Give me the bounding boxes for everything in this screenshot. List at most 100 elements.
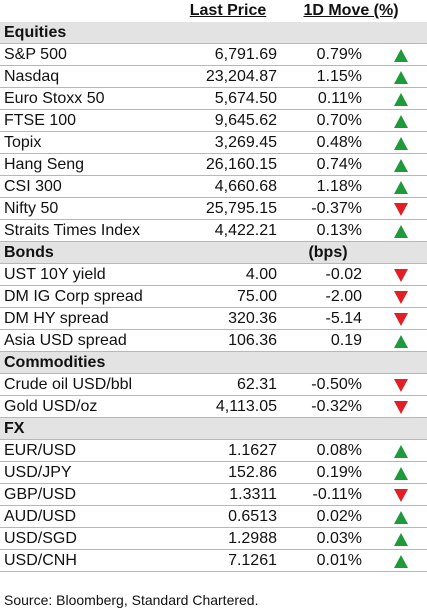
down-arrow-icon	[394, 269, 410, 282]
section-header-commodities: Commodities	[0, 352, 427, 374]
table-row: USD/CNH 7.1261 0.01%	[0, 550, 427, 572]
green-triangle-icon	[394, 555, 408, 568]
table-row: Euro Stoxx 50 5,674.50 0.11%	[0, 88, 427, 110]
up-arrow-icon	[394, 71, 410, 84]
last-price-value: 75.00	[236, 288, 277, 305]
instrument-name: GBP/USD	[4, 486, 77, 503]
instrument-name: Nasdaq	[4, 68, 60, 85]
table-row: FTSE 100 9,645.62 0.70%	[0, 110, 427, 132]
last-price-value: 152.86	[228, 464, 277, 481]
green-triangle-icon	[394, 181, 408, 194]
instrument-name: Hang Seng	[4, 156, 85, 173]
section-title: Bonds	[4, 244, 54, 261]
green-triangle-icon	[394, 511, 408, 524]
table-row: Nasdaq 23,204.87 1.15%	[0, 66, 427, 88]
table-row: Gold USD/oz 4,113.05 -0.32%	[0, 396, 427, 418]
table-row: Asia USD spread 106.36 0.19	[0, 330, 427, 352]
last-price-value: 3,269.45	[214, 134, 277, 151]
section-unit: (bps)	[308, 244, 348, 261]
section-header-bonds: Bonds (bps)	[0, 242, 427, 264]
up-arrow-icon	[394, 445, 410, 458]
up-arrow-icon	[394, 181, 410, 194]
table-row: Hang Seng 26,160.15 0.74%	[0, 154, 427, 176]
last-price-value: 5,674.50	[214, 90, 277, 107]
up-arrow-icon	[394, 335, 410, 348]
table-row: DM HY spread 320.36 -5.14	[0, 308, 427, 330]
last-price-value: 9,645.62	[214, 112, 277, 129]
table-row: USD/SGD 1.2988 0.03%	[0, 528, 427, 550]
green-triangle-icon	[394, 533, 408, 546]
section-header-equities: Equities	[0, 22, 427, 44]
down-arrow-icon	[394, 203, 410, 216]
move-value: -0.50%	[311, 376, 362, 393]
table-row: Crude oil USD/bbl 62.31 -0.50%	[0, 374, 427, 396]
last-price-value: 4.00	[245, 266, 277, 283]
up-arrow-icon	[394, 555, 410, 568]
last-price-value: 320.36	[228, 310, 277, 327]
table-row: AUD/USD 0.6513 0.02%	[0, 506, 427, 528]
last-price-value: 1.3311	[229, 486, 277, 503]
green-triangle-icon	[394, 225, 408, 238]
last-price-value: 23,204.87	[205, 68, 277, 85]
instrument-name: DM HY spread	[4, 310, 109, 327]
up-arrow-icon	[394, 137, 410, 150]
source-note: Source: Bloomberg, Standard Chartered.	[4, 592, 259, 608]
move-value: 0.03%	[316, 530, 362, 547]
instrument-name: CSI 300	[4, 178, 62, 195]
section-title: FX	[4, 420, 25, 437]
instrument-name: USD/SGD	[4, 530, 77, 547]
last-price-value: 62.31	[236, 376, 277, 393]
last-price-value: 1.1627	[228, 442, 277, 459]
move-value: 0.48%	[316, 134, 362, 151]
up-arrow-icon	[394, 533, 410, 546]
instrument-name: Euro Stoxx 50	[4, 90, 105, 107]
move-value: 0.19	[330, 332, 362, 349]
move-value: 0.74%	[316, 156, 362, 173]
last-price-value: 4,422.21	[214, 222, 277, 239]
move-value: -0.11%	[312, 486, 362, 503]
move-value: 0.01%	[316, 552, 362, 569]
table-row: UST 10Y yield 4.00 -0.02	[0, 264, 427, 286]
red-triangle-icon	[394, 269, 408, 282]
last-price-value: 7.1261	[228, 552, 277, 569]
move-value: -5.14	[325, 310, 362, 327]
move-value: 0.11%	[317, 90, 362, 107]
table-row: USD/JPY 152.86 0.19%	[0, 462, 427, 484]
instrument-name: S&P 500	[4, 46, 67, 63]
green-triangle-icon	[394, 467, 408, 480]
instrument-name: Asia USD spread	[4, 332, 127, 349]
table-row: Topix 3,269.45 0.48%	[0, 132, 427, 154]
last-price-value: 106.36	[228, 332, 277, 349]
up-arrow-icon	[394, 115, 410, 128]
move-value: 1.18%	[316, 178, 362, 195]
green-triangle-icon	[394, 49, 408, 62]
table-row: DM IG Corp spread 75.00 -2.00	[0, 286, 427, 308]
table-row: EUR/USD 1.1627 0.08%	[0, 440, 427, 462]
up-arrow-icon	[394, 49, 410, 62]
last-price-value: 1.2988	[228, 530, 277, 547]
table-row: CSI 300 4,660.68 1.18%	[0, 176, 427, 198]
move-value: 1.15%	[316, 68, 362, 85]
move-header: 1D Move (%)	[303, 2, 399, 19]
instrument-name: EUR/USD	[4, 442, 77, 459]
table-header: Last Price 1D Move (%)	[0, 0, 427, 22]
instrument-name: Nifty 50	[4, 200, 59, 217]
instrument-name: AUD/USD	[4, 508, 77, 525]
last-price-value: 4,113.05	[215, 398, 277, 415]
section-title: Commodities	[4, 354, 106, 371]
last-price-value: 25,795.15	[205, 200, 277, 217]
move-value: 0.70%	[316, 112, 362, 129]
up-arrow-icon	[394, 225, 410, 238]
last-price-value: 26,160.15	[205, 156, 277, 173]
section-header-fx: FX	[0, 418, 427, 440]
up-arrow-icon	[394, 93, 410, 106]
green-triangle-icon	[394, 137, 408, 150]
last-price-value: 4,660.68	[214, 178, 277, 195]
table-row: Straits Times Index 4,422.21 0.13%	[0, 220, 427, 242]
instrument-name: USD/JPY	[4, 464, 72, 481]
last-price-value: 6,791.69	[214, 46, 277, 63]
instrument-name: DM IG Corp spread	[4, 288, 143, 305]
move-value: 0.13%	[316, 222, 362, 239]
instrument-name: Topix	[4, 134, 42, 151]
red-triangle-icon	[394, 379, 408, 392]
